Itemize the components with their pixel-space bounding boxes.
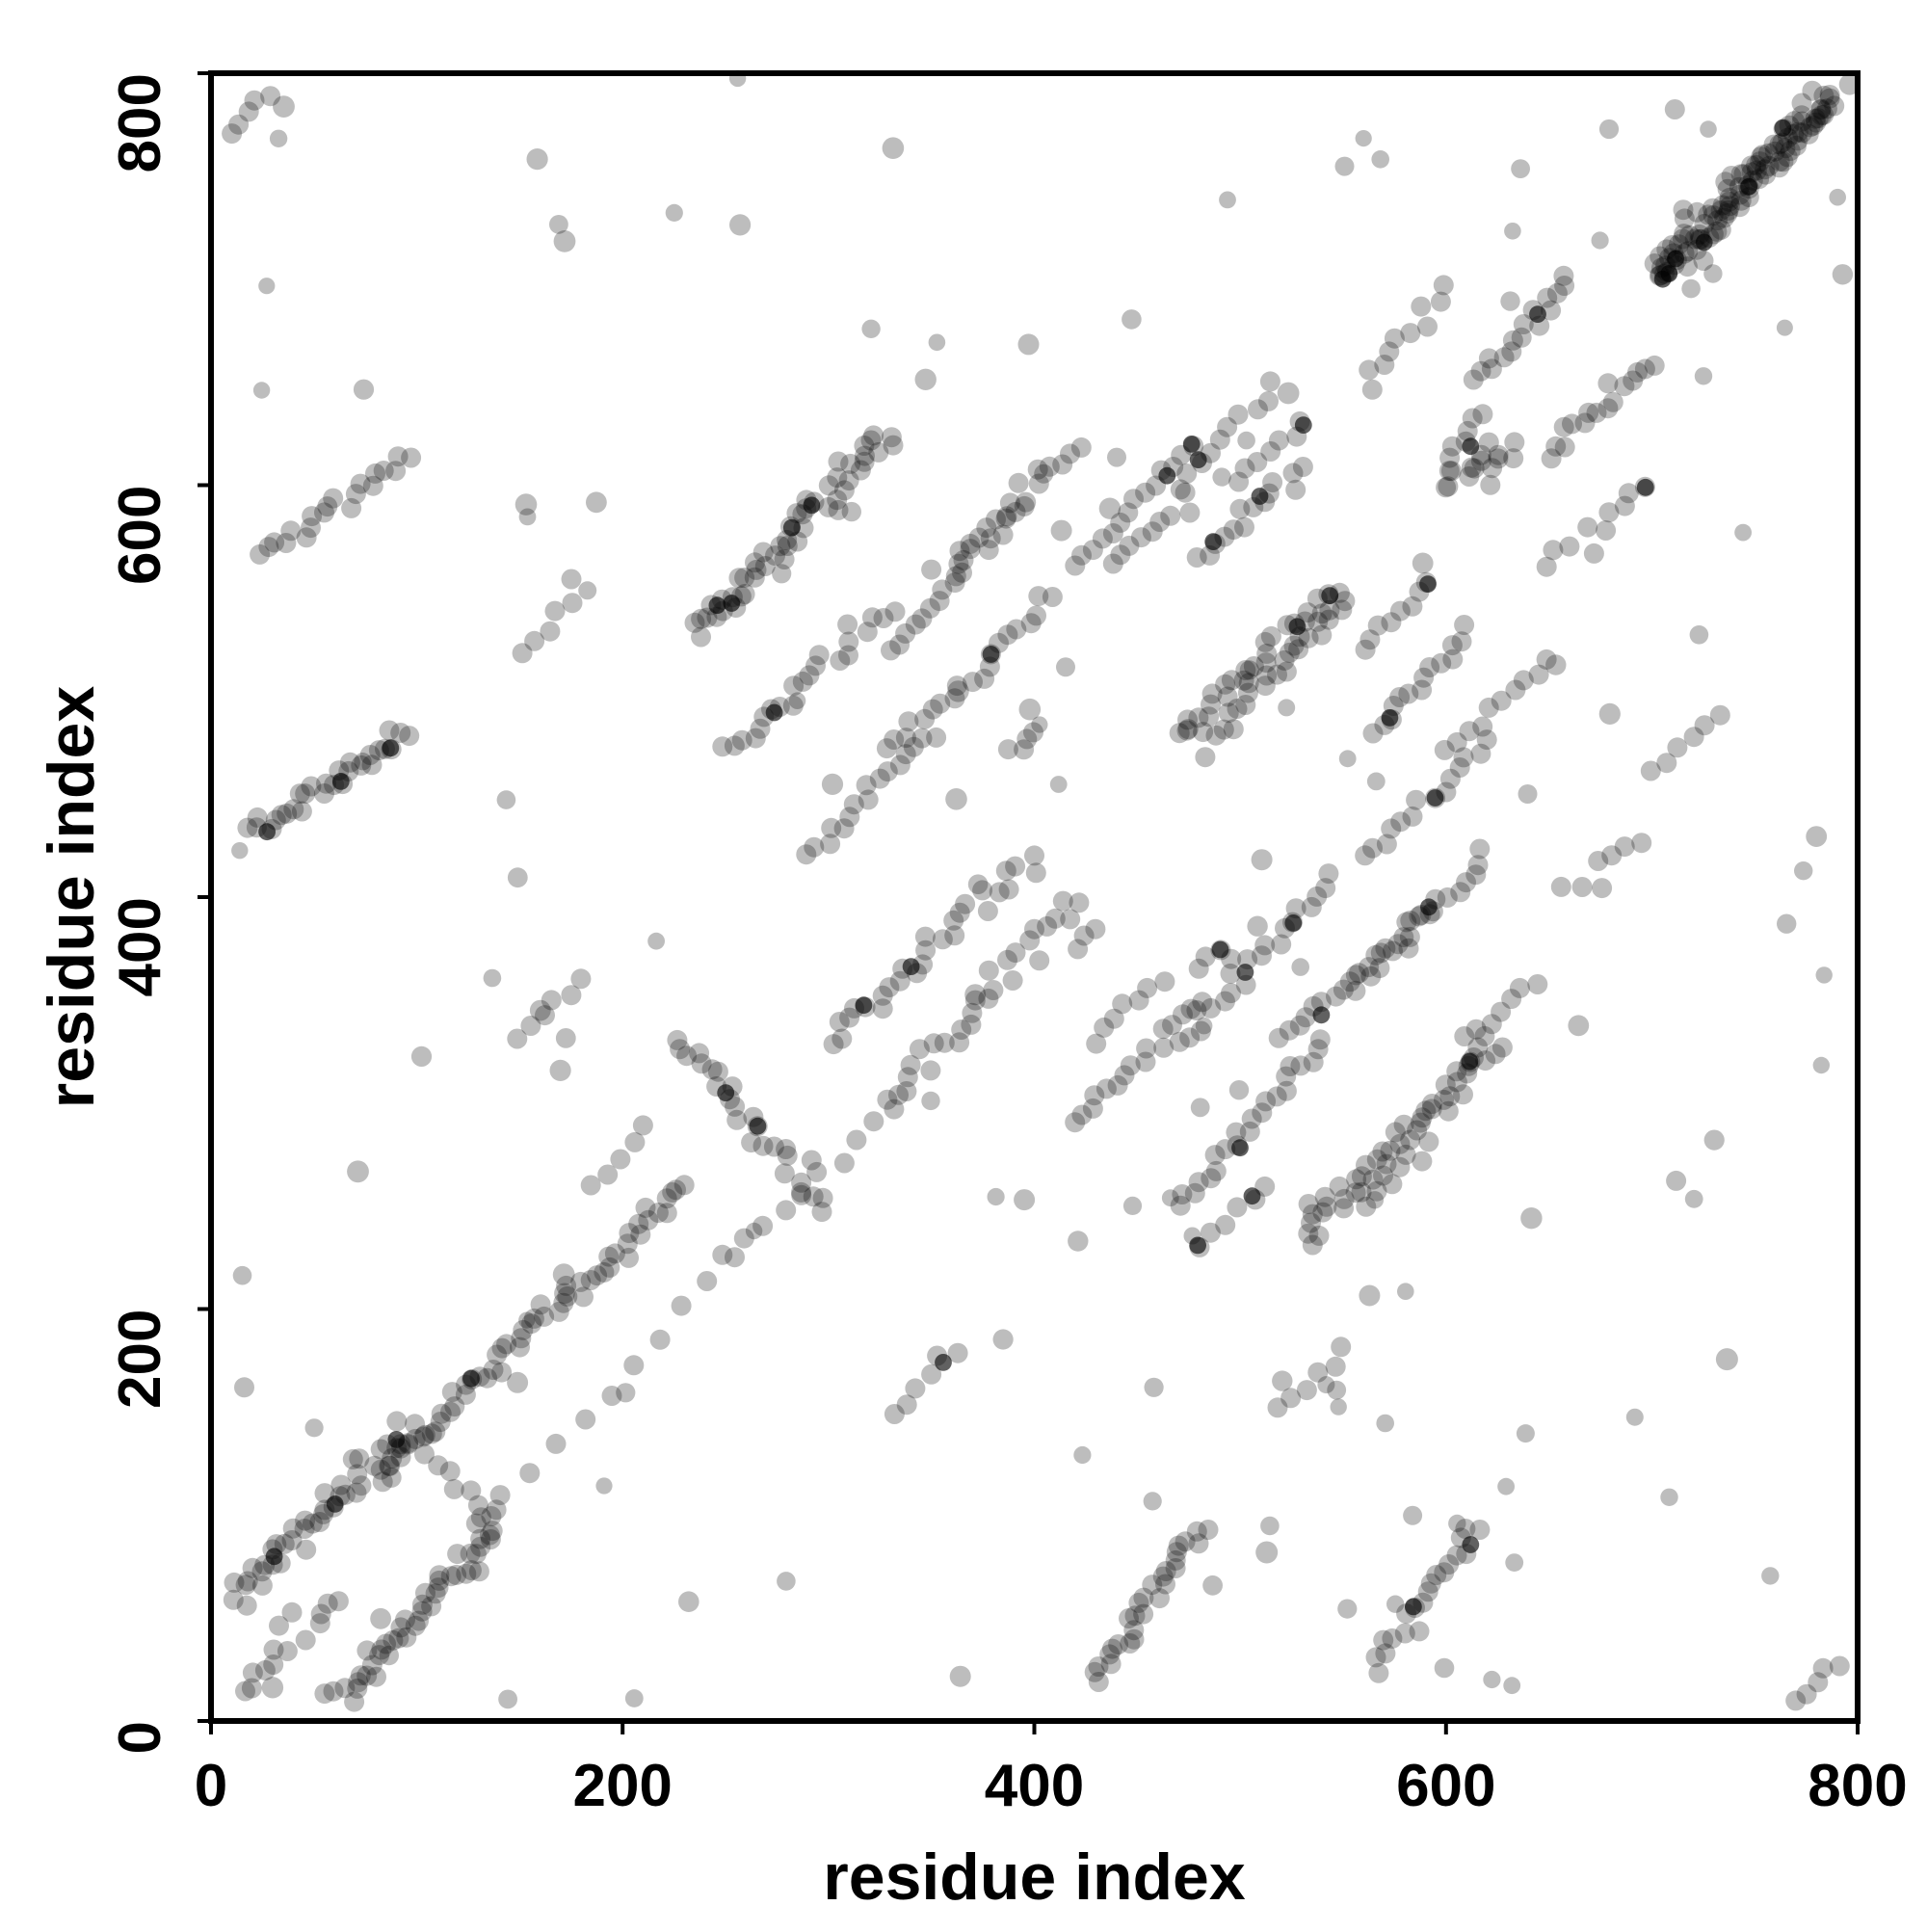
svg-text:0: 0	[107, 1721, 173, 1754]
svg-text:400: 400	[985, 1753, 1084, 1819]
svg-text:200: 200	[572, 1753, 672, 1819]
svg-text:200: 200	[107, 1310, 173, 1409]
svg-text:600: 600	[107, 486, 173, 585]
svg-text:residue index: residue index	[35, 686, 108, 1109]
svg-text:800: 800	[1808, 1753, 1907, 1819]
svg-text:600: 600	[1396, 1753, 1495, 1819]
svg-text:400: 400	[107, 897, 173, 996]
svg-text:0: 0	[195, 1753, 227, 1819]
svg-text:residue index: residue index	[823, 1840, 1246, 1914]
svg-text:800: 800	[107, 73, 173, 172]
